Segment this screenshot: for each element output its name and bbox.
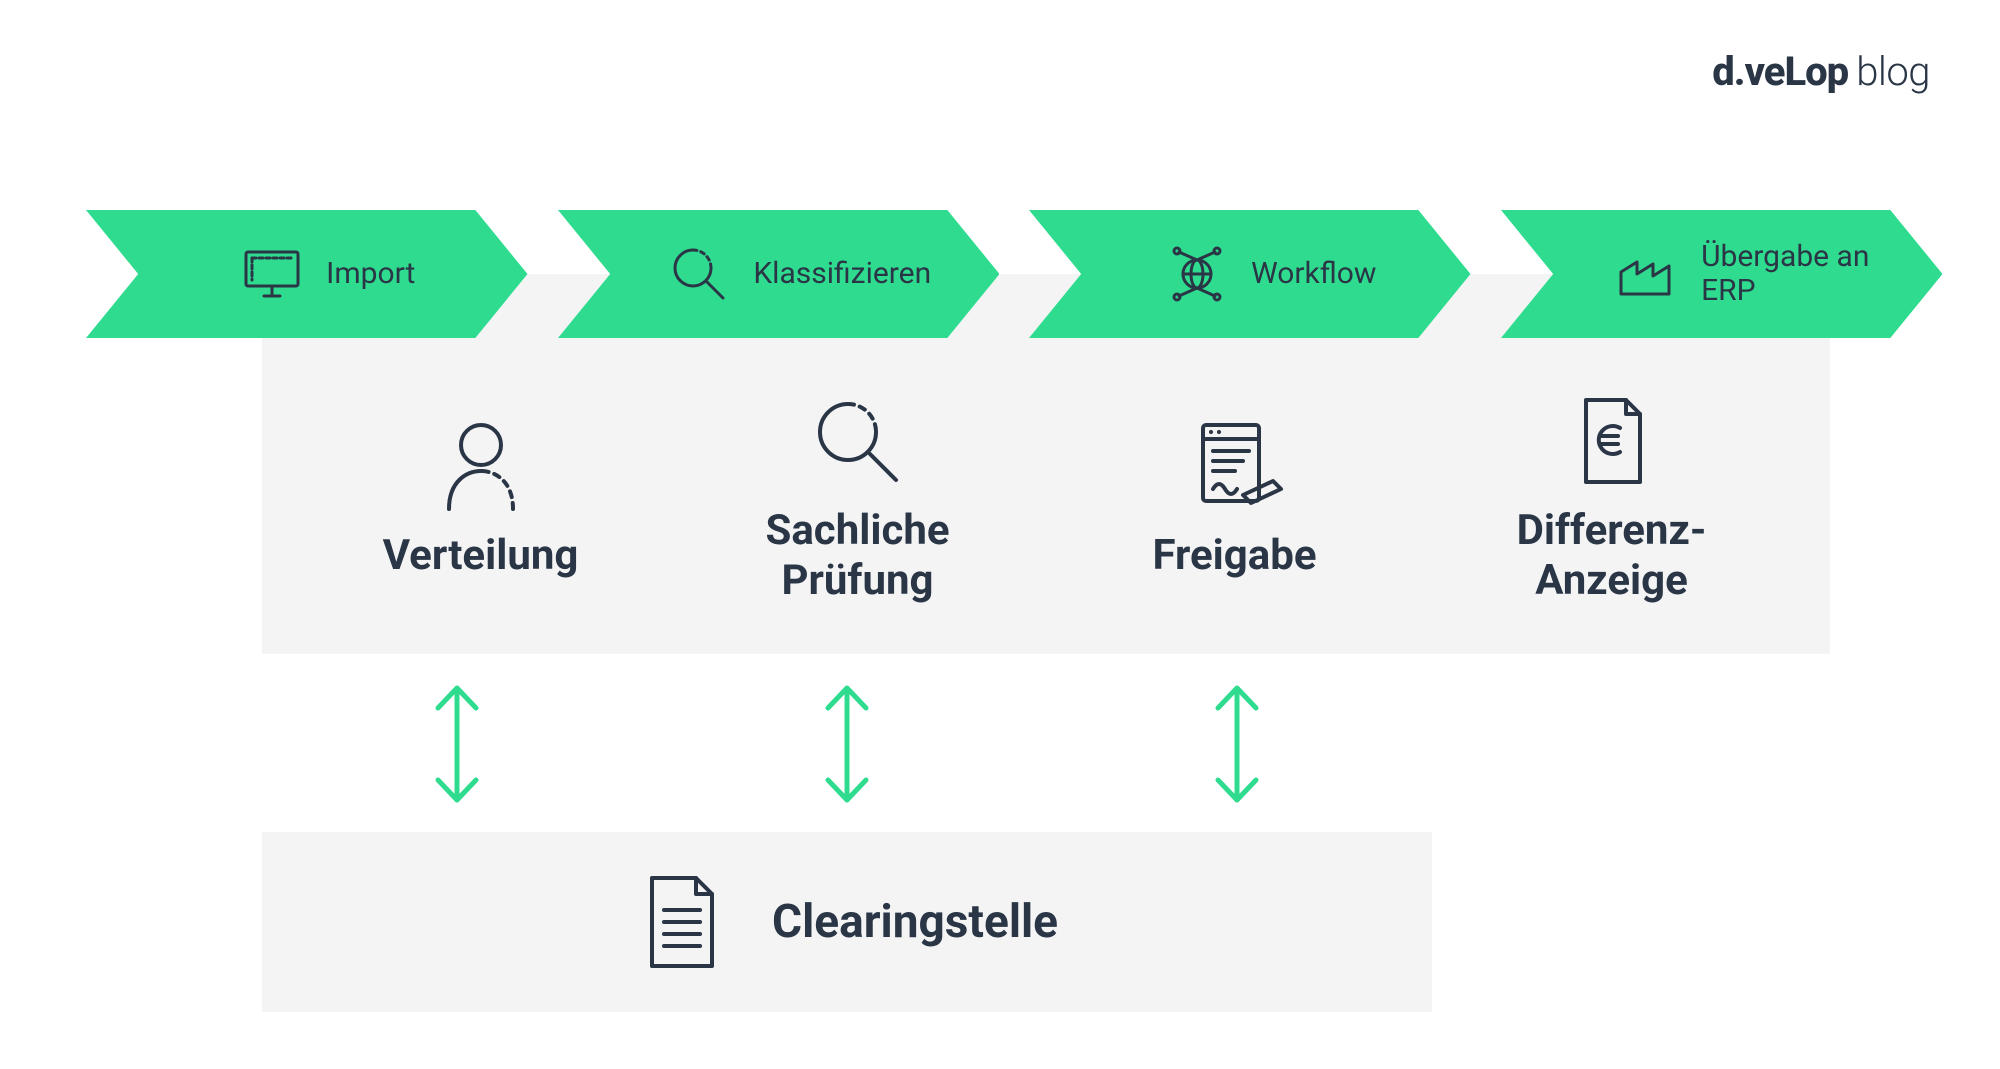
euro-doc-icon bbox=[1562, 392, 1662, 492]
mid-label: Verteilung bbox=[383, 531, 579, 581]
magnifier-icon bbox=[808, 392, 908, 492]
mid-item-freigabe: Freigabe bbox=[1046, 417, 1423, 581]
arrow-label: Klassifizieren bbox=[753, 257, 931, 292]
bottom-panel: Clearingstelle bbox=[262, 832, 1432, 1012]
mid-item-pruefung: SachlichePrüfung bbox=[669, 392, 1046, 607]
brand-suffix: blog bbox=[1856, 48, 1930, 95]
monitor-icon bbox=[240, 242, 304, 306]
mid-label: SachlichePrüfung bbox=[765, 506, 949, 607]
arrow-erp: Übergabe anERP bbox=[1501, 210, 1943, 338]
sign-doc-icon bbox=[1185, 417, 1285, 517]
arrow-row: Import Klassifizieren bbox=[86, 210, 1942, 338]
person-icon bbox=[431, 417, 531, 517]
mid-item-differenz: Differenz-Anzeige bbox=[1423, 392, 1800, 607]
bottom-label: Clearingstelle bbox=[772, 895, 1058, 949]
arrow-import: Import bbox=[86, 210, 528, 338]
factory-icon bbox=[1615, 242, 1679, 306]
double-arrow-icon bbox=[818, 676, 876, 812]
arrow-workflow: Workflow bbox=[1029, 210, 1471, 338]
arrow-label: Workflow bbox=[1251, 257, 1376, 292]
double-arrow-row bbox=[262, 676, 1432, 812]
lines-doc-icon bbox=[636, 872, 726, 972]
brand-logo: d.veLopblog bbox=[1712, 48, 1930, 95]
mid-label: Differenz-Anzeige bbox=[1517, 506, 1707, 607]
double-arrow-icon bbox=[428, 676, 486, 812]
magnifier-icon bbox=[667, 242, 731, 306]
mid-label: Freigabe bbox=[1152, 531, 1316, 581]
arrow-label: Import bbox=[326, 257, 415, 292]
arrow-label: Übergabe anERP bbox=[1701, 240, 1869, 309]
arrow-klassifizieren: Klassifizieren bbox=[558, 210, 1000, 338]
double-arrow-icon bbox=[1208, 676, 1266, 812]
brand-name: d.veLop bbox=[1712, 48, 1848, 95]
network-globe-icon bbox=[1165, 242, 1229, 306]
mid-item-verteilung: Verteilung bbox=[292, 417, 669, 581]
